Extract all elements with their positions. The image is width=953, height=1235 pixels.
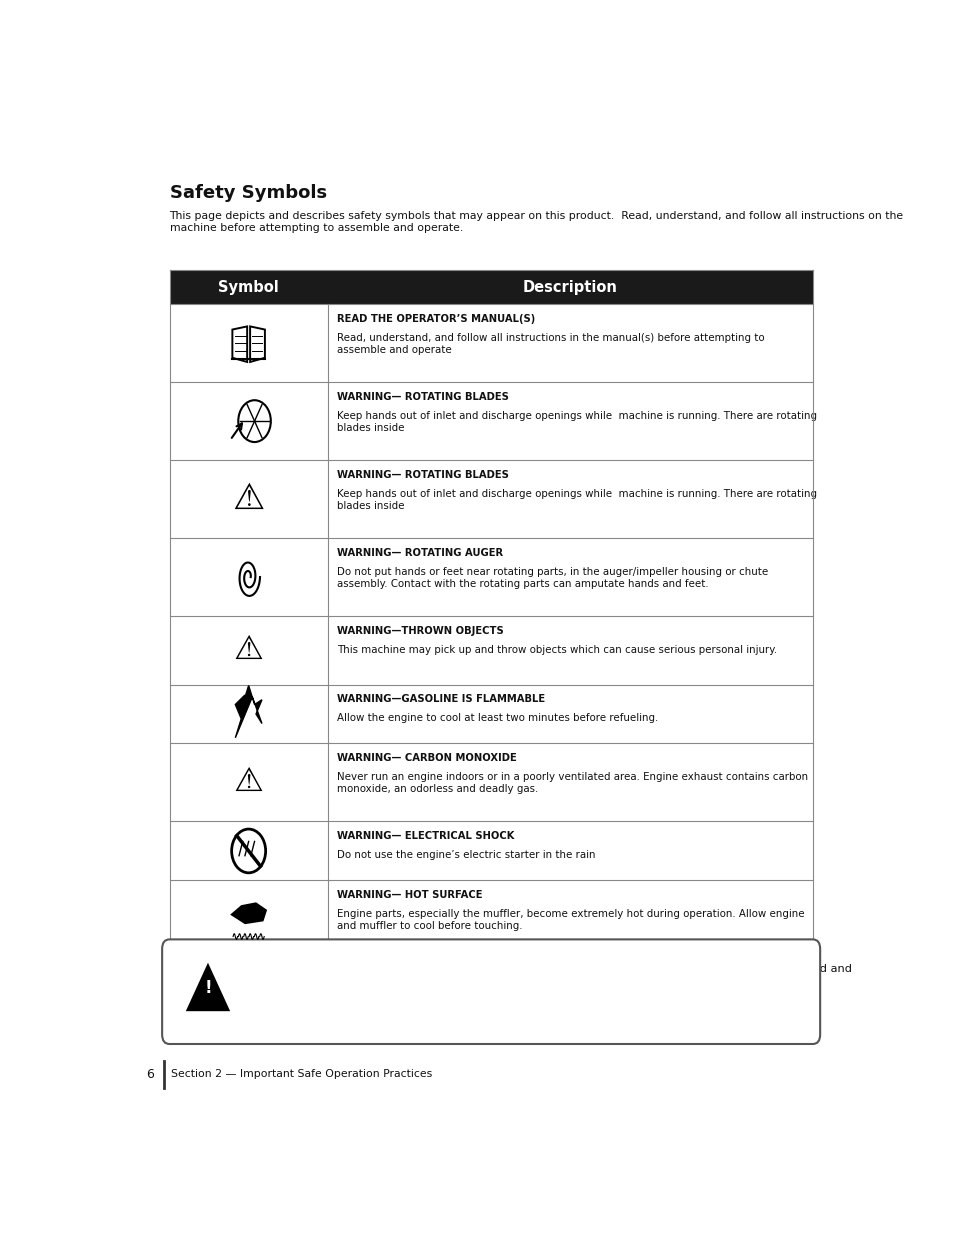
Polygon shape: [233, 326, 247, 362]
Text: Read, understand, and follow all instructions in the manual(s) before attempting: Read, understand, and follow all instruc…: [337, 332, 764, 356]
Bar: [170, 616, 812, 684]
Text: WARNING—THROWN OBJECTS: WARNING—THROWN OBJECTS: [337, 626, 503, 636]
Text: WARNING— ROTATING BLADES: WARNING— ROTATING BLADES: [337, 391, 509, 401]
Text: This page depicts and describes safety symbols that may appear on this product. : This page depicts and describes safety s…: [170, 211, 902, 232]
Text: WARNING— ROTATING AUGER: WARNING— ROTATING AUGER: [337, 547, 503, 557]
Text: This machine may pick up and throw objects which can cause serious personal inju: This machine may pick up and throw objec…: [337, 645, 777, 655]
Polygon shape: [186, 963, 230, 1011]
Text: Safety Symbols: Safety Symbols: [170, 184, 326, 203]
Text: WARNING— ELECTRICAL SHOCK: WARNING— ELECTRICAL SHOCK: [337, 831, 515, 841]
Text: !: !: [204, 979, 212, 998]
Text: WARNING!: WARNING!: [242, 965, 309, 974]
Text: Engine parts, especially the muffler, become extremely hot during operation. All: Engine parts, especially the muffler, be…: [337, 909, 804, 931]
Text: ⚠: ⚠: [233, 766, 263, 799]
Text: ⚠: ⚠: [233, 634, 263, 667]
Text: Keep hands out of inlet and discharge openings while  machine is running. There : Keep hands out of inlet and discharge op…: [337, 411, 817, 433]
Text: follow the warnings and instructions in this manual and on the machine.: follow the warnings and instructions in …: [242, 986, 655, 995]
Polygon shape: [230, 903, 267, 924]
Text: Symbol: Symbol: [218, 279, 278, 294]
Bar: [170, 461, 812, 538]
Bar: [170, 538, 812, 616]
Text: Section 2 — Important Safe Operation Practices: Section 2 — Important Safe Operation Pra…: [171, 1070, 432, 1079]
Bar: [170, 270, 812, 304]
Bar: [170, 881, 812, 958]
Bar: [170, 684, 812, 743]
Text: READ THE OPERATOR’S MANUAL(S): READ THE OPERATOR’S MANUAL(S): [337, 314, 535, 324]
Text: Your Responsibility—Restrict the use of this power machine to persons who read, : Your Responsibility—Restrict the use of …: [292, 965, 851, 974]
Text: WARNING— CARBON MONOXIDE: WARNING— CARBON MONOXIDE: [337, 753, 517, 763]
Polygon shape: [250, 326, 265, 362]
Bar: [170, 304, 812, 382]
FancyBboxPatch shape: [162, 940, 820, 1044]
Text: 6: 6: [146, 1068, 153, 1081]
Text: WARNING— HOT SURFACE: WARNING— HOT SURFACE: [337, 890, 482, 900]
Text: ⚠: ⚠: [233, 482, 265, 516]
Text: Description: Description: [522, 279, 617, 294]
Text: Never run an engine indoors or in a poorly ventilated area. Engine exhaust conta: Never run an engine indoors or in a poor…: [337, 772, 807, 794]
Text: Do not use the engine’s electric starter in the rain: Do not use the engine’s electric starter…: [337, 850, 596, 860]
Text: Do not put hands or feet near rotating parts, in the auger/impeller housing or c: Do not put hands or feet near rotating p…: [337, 567, 768, 589]
Bar: [170, 743, 812, 821]
Text: Keep hands out of inlet and discharge openings while  machine is running. There : Keep hands out of inlet and discharge op…: [337, 489, 817, 511]
Text: Allow the engine to cool at least two minutes before refueling.: Allow the engine to cool at least two mi…: [337, 713, 658, 722]
Text: WARNING— ROTATING BLADES: WARNING— ROTATING BLADES: [337, 469, 509, 479]
Text: WARNING—GASOLINE IS FLAMMABLE: WARNING—GASOLINE IS FLAMMABLE: [337, 694, 545, 704]
Bar: [170, 821, 812, 881]
Polygon shape: [235, 685, 262, 737]
Bar: [170, 382, 812, 461]
Text: SAVE THESE INSTRUCTIONS!: SAVE THESE INSTRUCTIONS!: [352, 998, 630, 1015]
